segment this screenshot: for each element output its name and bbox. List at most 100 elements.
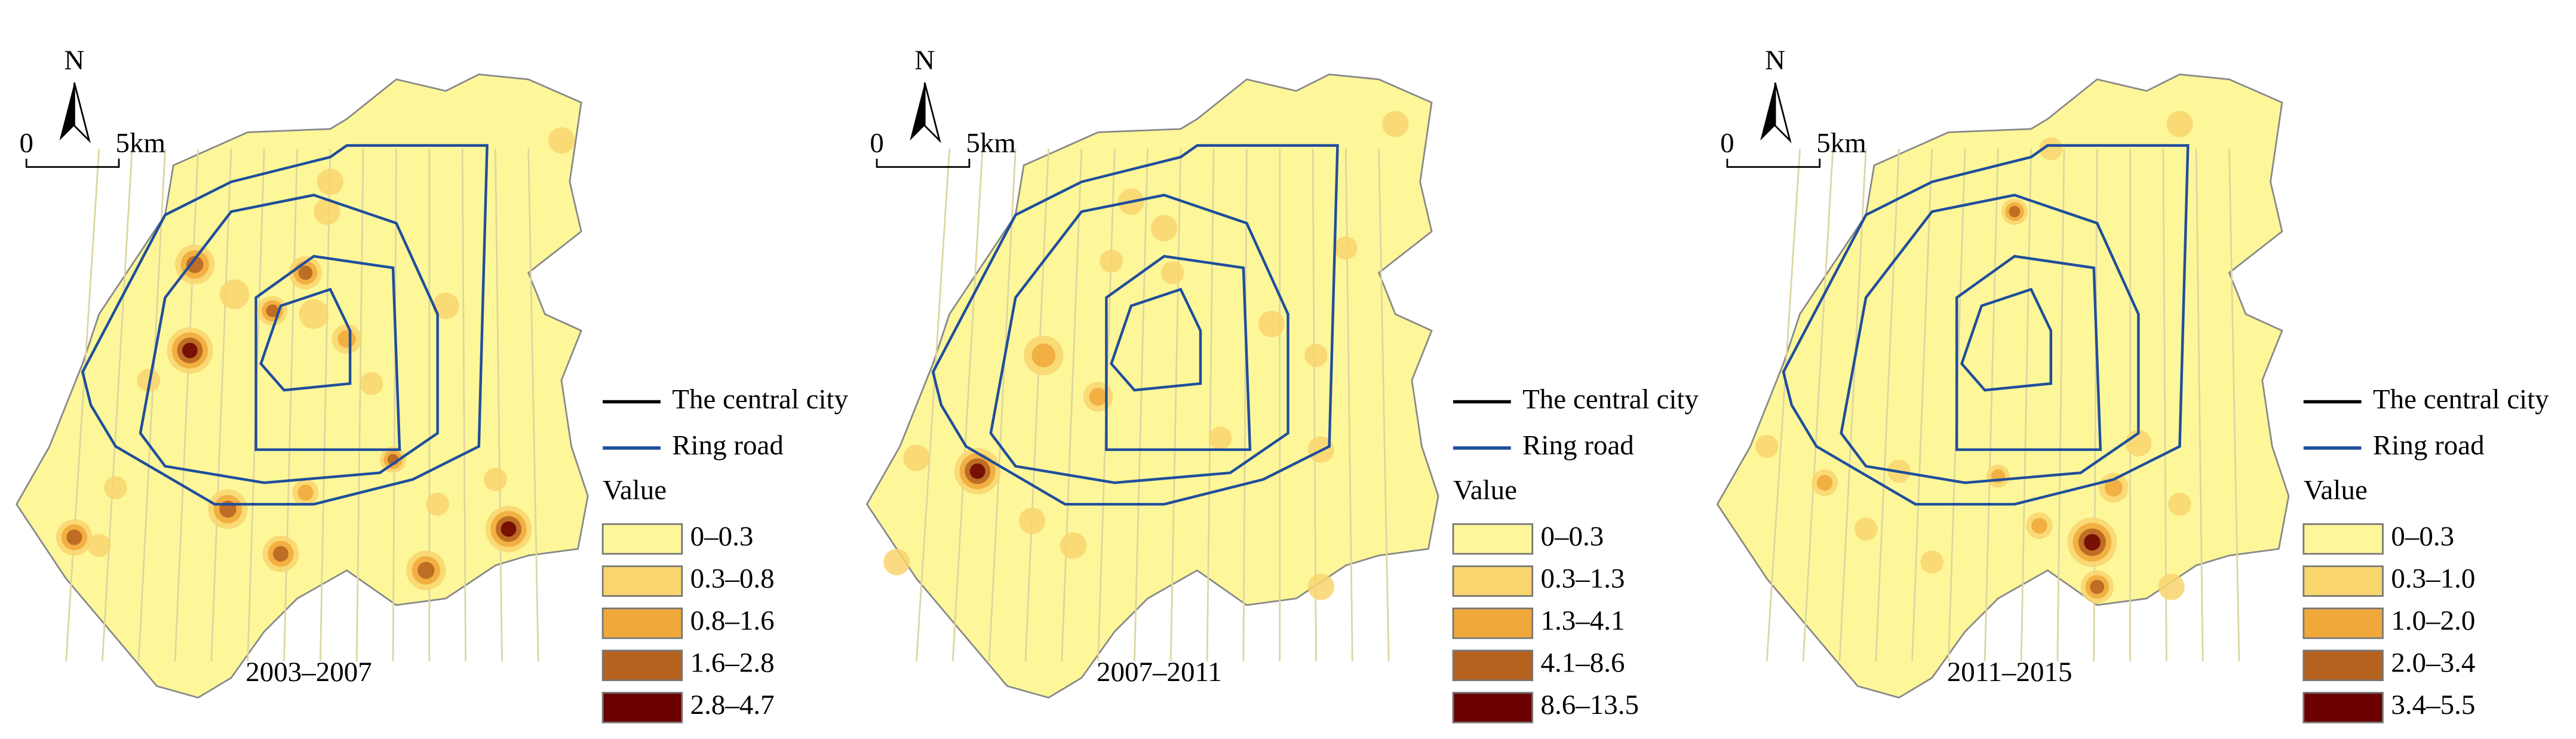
hotspot <box>903 444 930 471</box>
legend-ring-road: Ring road <box>1522 430 1634 461</box>
hotspot <box>337 330 356 348</box>
ring-road-line <box>1105 254 1252 451</box>
north-arrow <box>1774 82 1792 143</box>
street <box>1133 149 1149 661</box>
map-panel: N 0 5km 2007–2011 The central city Ring roadV… <box>865 45 1699 723</box>
legend-swatch <box>601 692 683 723</box>
hotspot <box>432 292 459 320</box>
ring-road-line <box>1782 144 2190 506</box>
street <box>1984 149 1999 661</box>
hotspot <box>1018 507 1046 534</box>
hotspot <box>1208 426 1232 450</box>
legend-value-title: Value <box>1453 474 1517 505</box>
hotspot <box>484 468 507 491</box>
ring-road-line <box>139 194 439 485</box>
north-arrow <box>1760 82 1776 141</box>
ring-road-line <box>989 194 1289 485</box>
hotspot <box>2009 206 2021 217</box>
hotspot <box>2039 137 2063 161</box>
street <box>65 148 100 662</box>
legend-swatch <box>1452 523 1534 555</box>
scale-bar <box>876 158 971 168</box>
legend-swatch <box>1452 649 1534 682</box>
hotspot <box>1160 261 1184 284</box>
ring-road-line <box>1960 287 2053 392</box>
legend-swatch <box>1452 565 1534 597</box>
street <box>102 148 133 662</box>
hotspot <box>1920 550 1944 574</box>
hotspot <box>426 492 450 516</box>
legend-class-label: 8.6–13.5 <box>1541 689 1639 720</box>
period-label: 2011–2015 <box>1947 657 2073 688</box>
north-arrow <box>73 82 91 143</box>
scale-end: 5km <box>116 127 166 158</box>
street <box>951 148 984 662</box>
legend-ring-road: Ring road <box>2373 430 2485 461</box>
legend-swatch <box>601 649 683 682</box>
street <box>319 149 331 661</box>
ring-road-line <box>1840 194 2140 485</box>
hotspot <box>417 562 435 579</box>
north-label: N <box>1765 45 1785 76</box>
ring-road-line <box>254 254 401 451</box>
hotspot <box>1755 434 1779 458</box>
hotspot <box>299 299 329 329</box>
street <box>1242 149 1248 661</box>
legend-swatch <box>1452 607 1534 639</box>
legend-central-city: The central city <box>1522 384 1699 415</box>
hotspot <box>272 546 289 562</box>
scale-end: 5km <box>966 127 1016 158</box>
legend-value-title: Value <box>603 474 667 505</box>
north-arrow <box>59 82 75 141</box>
hotspot <box>1382 111 1409 137</box>
legend-class-label: 3.4–5.5 <box>2391 689 2475 720</box>
hotspot <box>2104 479 2123 497</box>
legend-ring-road: Ring road <box>672 430 784 461</box>
street <box>283 149 299 661</box>
legend-class-label: 0.3–1.0 <box>2391 563 2475 594</box>
scale-start: 0 <box>19 127 33 158</box>
street <box>1024 148 1049 661</box>
legend-swatch <box>2302 565 2384 597</box>
ring-road-line <box>1955 254 2102 451</box>
legend-class-label: 2.8–4.7 <box>690 689 775 720</box>
hotspot <box>1031 344 1056 367</box>
street <box>1061 149 1083 661</box>
hotspot <box>298 265 313 280</box>
street <box>137 148 166 662</box>
legend-swatch <box>1452 692 1534 723</box>
scale-start: 0 <box>870 127 884 158</box>
legend-class-label: 1.0–2.0 <box>2391 605 2475 636</box>
hotspot <box>66 529 82 545</box>
north-arrow <box>910 82 925 141</box>
hotspot <box>1258 311 1285 338</box>
street <box>2020 149 2032 661</box>
hotspot <box>314 198 340 225</box>
hotspot <box>1854 517 1878 541</box>
scale-start: 0 <box>1720 127 1734 158</box>
ring-road-line <box>81 144 489 506</box>
legend-central-city: The central city <box>672 384 848 415</box>
street <box>2228 149 2240 661</box>
study-area <box>865 73 1439 699</box>
street <box>988 148 1017 662</box>
legend-class-label: 2.0–3.4 <box>2391 648 2475 679</box>
hotspot <box>1334 236 1358 260</box>
legend-class-label: 0.3–0.8 <box>690 563 775 594</box>
legend-swatch <box>2302 692 2384 723</box>
study-area <box>16 73 589 699</box>
street <box>916 148 951 662</box>
legend-value-title: Value <box>2304 474 2368 505</box>
scale-end: 5km <box>1816 127 1866 158</box>
hotspot <box>1307 574 1334 600</box>
ring-road-line <box>931 144 1339 506</box>
hotspot <box>186 256 204 274</box>
street <box>461 149 467 661</box>
hotspot <box>2168 492 2191 516</box>
legend-class-label: 0–0.3 <box>2391 521 2454 552</box>
study-area <box>1716 73 2290 699</box>
street <box>1802 148 1834 662</box>
legend-central-city: The central city <box>2373 384 2549 415</box>
hotspot <box>1816 474 1833 491</box>
